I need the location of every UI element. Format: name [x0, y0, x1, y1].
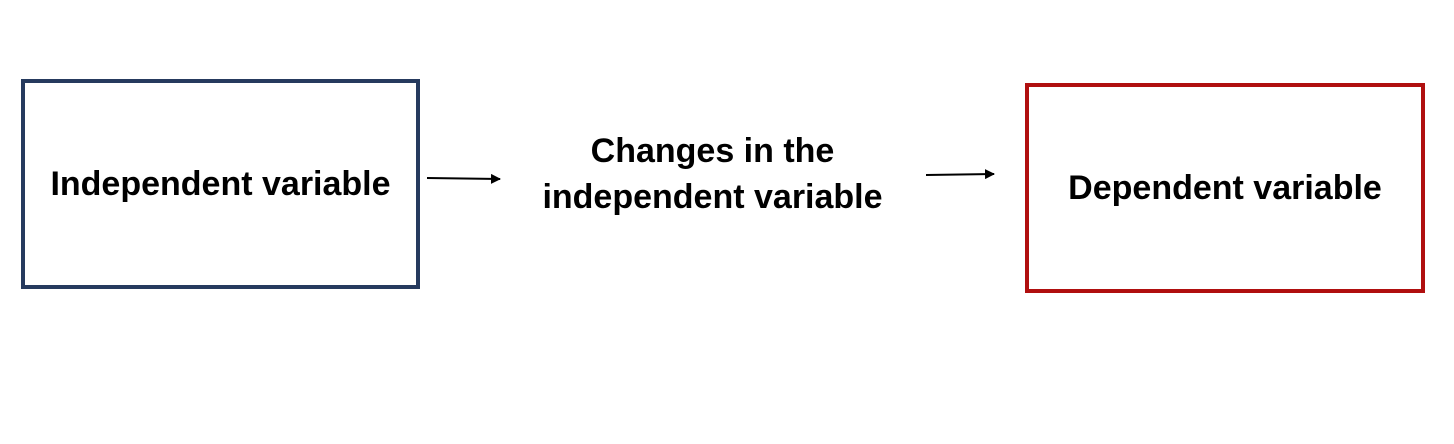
- changes-text-line-2: independent variable: [542, 178, 883, 216]
- arrow-independent-to-changes: [426, 173, 501, 184]
- independent-variable-box: Independent variable: [21, 79, 420, 289]
- dependent-variable-label: Dependent variable: [1068, 168, 1382, 207]
- changes-in-independent-variable-text: Changes in the independent variable: [505, 128, 920, 220]
- changes-text-line-1: Changes in the: [590, 132, 835, 170]
- dependent-variable-box: Dependent variable: [1025, 83, 1425, 293]
- arrow-changes-to-dependent: [925, 169, 995, 180]
- independent-variable-label: Independent variable: [50, 164, 391, 203]
